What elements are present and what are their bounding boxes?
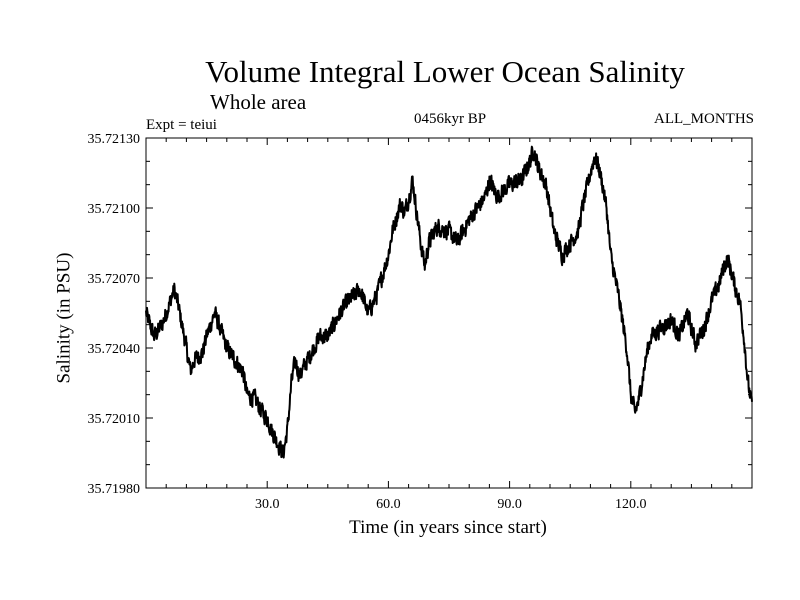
series-group bbox=[145, 145, 753, 459]
chart-title: Volume Integral Lower Ocean Salinity bbox=[205, 54, 685, 89]
period-label: 0456kyr BP bbox=[413, 111, 487, 127]
y-tick-label: 35.72100 bbox=[88, 202, 141, 217]
x-axis-label: Time (in years since start) bbox=[349, 517, 547, 538]
months-label: ALL_MONTHS bbox=[654, 111, 754, 127]
series-line-salinity bbox=[145, 145, 753, 459]
x-tick-label: 90.0 bbox=[497, 497, 522, 512]
y-tick-label: 35.71980 bbox=[88, 482, 141, 497]
experiment-label: Expt = teiui bbox=[146, 117, 217, 133]
y-tick-label: 35.72070 bbox=[88, 272, 141, 287]
x-tick-labels: 30.0 60.0 90.0 120.0 bbox=[255, 497, 647, 512]
x-tick-label: 120.0 bbox=[615, 497, 647, 512]
y-tick-label: 35.72130 bbox=[88, 132, 141, 147]
y-tick-label: 35.72010 bbox=[88, 412, 141, 427]
x-tick-label: 60.0 bbox=[376, 497, 401, 512]
y-tick-label: 35.72040 bbox=[88, 342, 141, 357]
chart-subtitle: Whole area bbox=[210, 90, 307, 114]
y-tick-labels: 35.71980 35.72010 35.72040 35.72070 35.72100… bbox=[88, 132, 141, 497]
axis-ticks bbox=[146, 137, 752, 489]
x-tick-label: 30.0 bbox=[255, 497, 280, 512]
plot-frame bbox=[145, 137, 753, 489]
